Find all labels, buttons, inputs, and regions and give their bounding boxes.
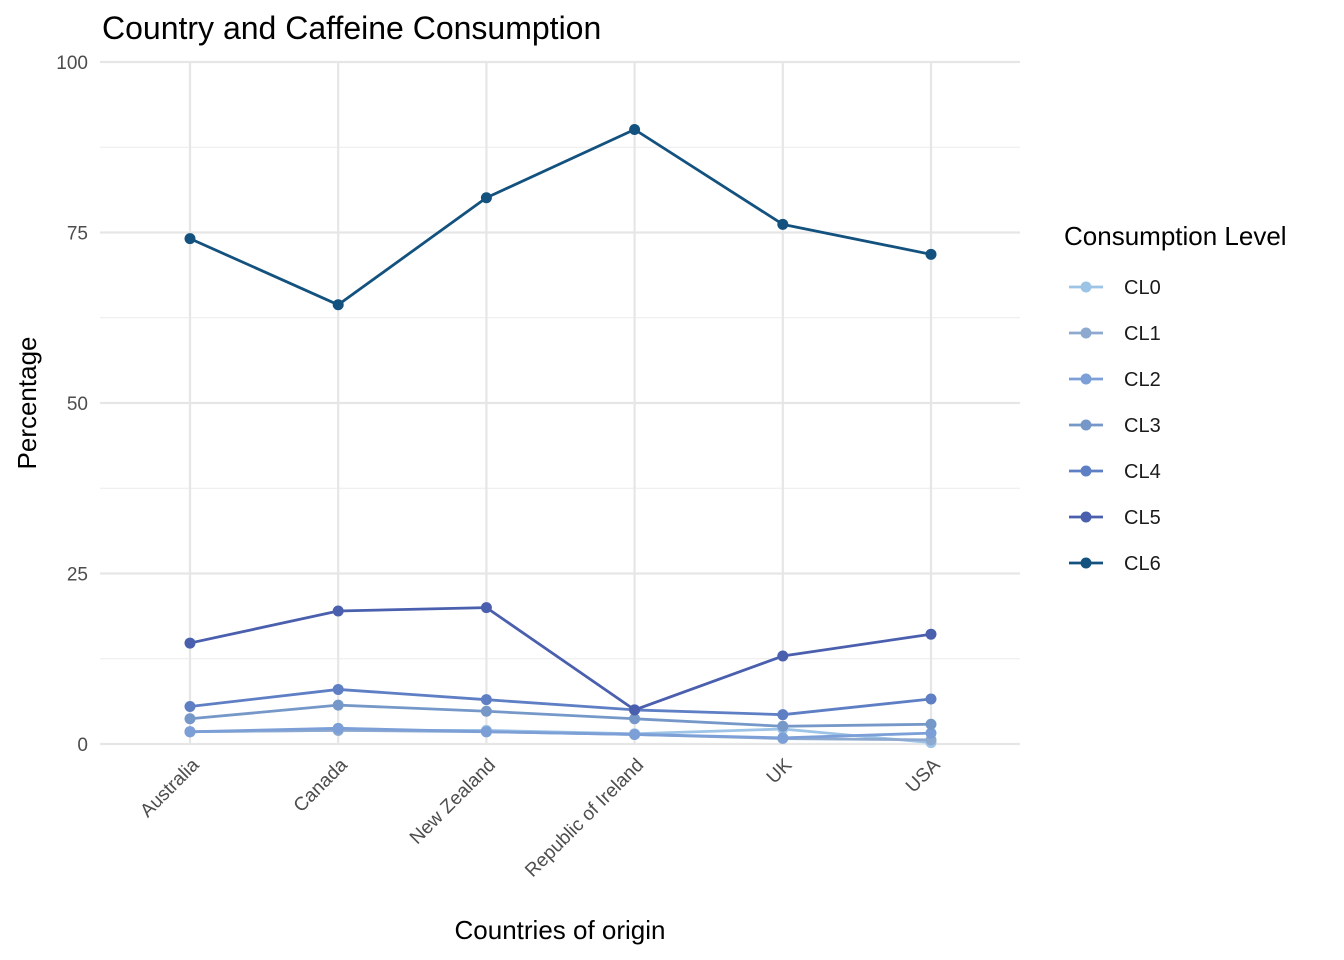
x-axis: Australia Canada New Zealand Republic of Ir…: [136, 754, 944, 881]
legend: Consumption Level CL0 CL1 CL2 CL3 CL4 CL5 CL6: [1064, 221, 1287, 575]
data-point: [184, 700, 196, 712]
data-point: [480, 726, 492, 738]
y-tick-label: 0: [77, 735, 88, 756]
x-tick-label: Canada: [290, 754, 352, 816]
data-point: [925, 693, 937, 705]
x-tick-label: USA: [902, 754, 945, 797]
legend-key-point: [1080, 281, 1092, 293]
data-point: [629, 713, 641, 725]
data-point: [777, 650, 789, 662]
data-point: [777, 709, 789, 721]
x-tick-label: UK: [763, 754, 797, 788]
legend-label: CL3: [1124, 415, 1161, 437]
y-tick-label: 50: [67, 394, 88, 415]
legend-item-cl2: CL2: [1069, 369, 1161, 391]
series-line: [189, 606, 932, 712]
grid: [100, 60, 1020, 746]
y-tick-label: 25: [67, 565, 88, 586]
legend-label: CL5: [1124, 507, 1161, 529]
data-point: [629, 124, 641, 136]
series-cl5: [184, 602, 937, 716]
data-point: [925, 628, 937, 640]
data-point: [332, 683, 344, 695]
series-line: [189, 128, 932, 307]
data-point: [480, 705, 492, 717]
data-point: [184, 726, 196, 738]
series-cl2: [184, 722, 937, 744]
legend-key-point: [1080, 511, 1092, 523]
legend-item-cl6: CL6: [1069, 553, 1161, 575]
data-point: [925, 248, 937, 260]
data-point: [629, 704, 641, 716]
data-point: [480, 694, 492, 706]
series-line: [189, 703, 932, 728]
legend-item-cl0: CL0: [1069, 277, 1161, 299]
data-point: [480, 192, 492, 204]
x-axis-title: Countries of origin: [455, 915, 666, 945]
legend-key-point: [1080, 465, 1092, 477]
data-point: [332, 699, 344, 711]
legend-item-cl5: CL5: [1069, 507, 1161, 529]
legend-item-cl1: CL1: [1069, 323, 1161, 345]
data-point: [480, 602, 492, 614]
y-axis: 0 25 50 75 100: [56, 53, 88, 756]
data-point: [332, 722, 344, 734]
x-tick-label: Australia: [136, 754, 203, 821]
plot-area: [184, 124, 937, 749]
series-cl3: [184, 699, 937, 732]
data-point: [777, 218, 789, 230]
y-tick-label: 100: [56, 53, 88, 74]
data-point: [629, 728, 641, 740]
data-point: [184, 637, 196, 649]
data-point: [925, 718, 937, 730]
legend-key-point: [1080, 557, 1092, 569]
legend-item-cl4: CL4: [1069, 461, 1161, 483]
legend-key-point: [1080, 373, 1092, 385]
data-point: [332, 605, 344, 617]
y-tick-label: 75: [67, 224, 88, 245]
data-point: [925, 727, 937, 739]
chart-title: Country and Caffeine Consumption: [102, 10, 601, 46]
data-point: [184, 713, 196, 725]
legend-label: CL6: [1124, 553, 1161, 575]
y-axis-title: Percentage: [12, 337, 42, 470]
data-point: [777, 720, 789, 732]
data-point: [777, 732, 789, 744]
series-cl6: [184, 124, 937, 311]
legend-key-point: [1080, 419, 1092, 431]
series-line: [189, 688, 932, 717]
legend-label: CL0: [1124, 277, 1161, 299]
data-point: [332, 299, 344, 311]
series-cl4: [184, 683, 937, 721]
legend-label: CL4: [1124, 461, 1161, 483]
legend-item-cl3: CL3: [1069, 415, 1161, 437]
series-line: [189, 726, 932, 740]
x-tick-label: New Zealand: [406, 755, 500, 849]
legend-title: Consumption Level: [1064, 221, 1287, 251]
legend-key-point: [1080, 327, 1092, 339]
data-point: [184, 233, 196, 245]
x-tick-label: Republic of Ireland: [521, 755, 648, 882]
legend-label: CL1: [1124, 323, 1161, 345]
legend-label: CL2: [1124, 369, 1161, 391]
